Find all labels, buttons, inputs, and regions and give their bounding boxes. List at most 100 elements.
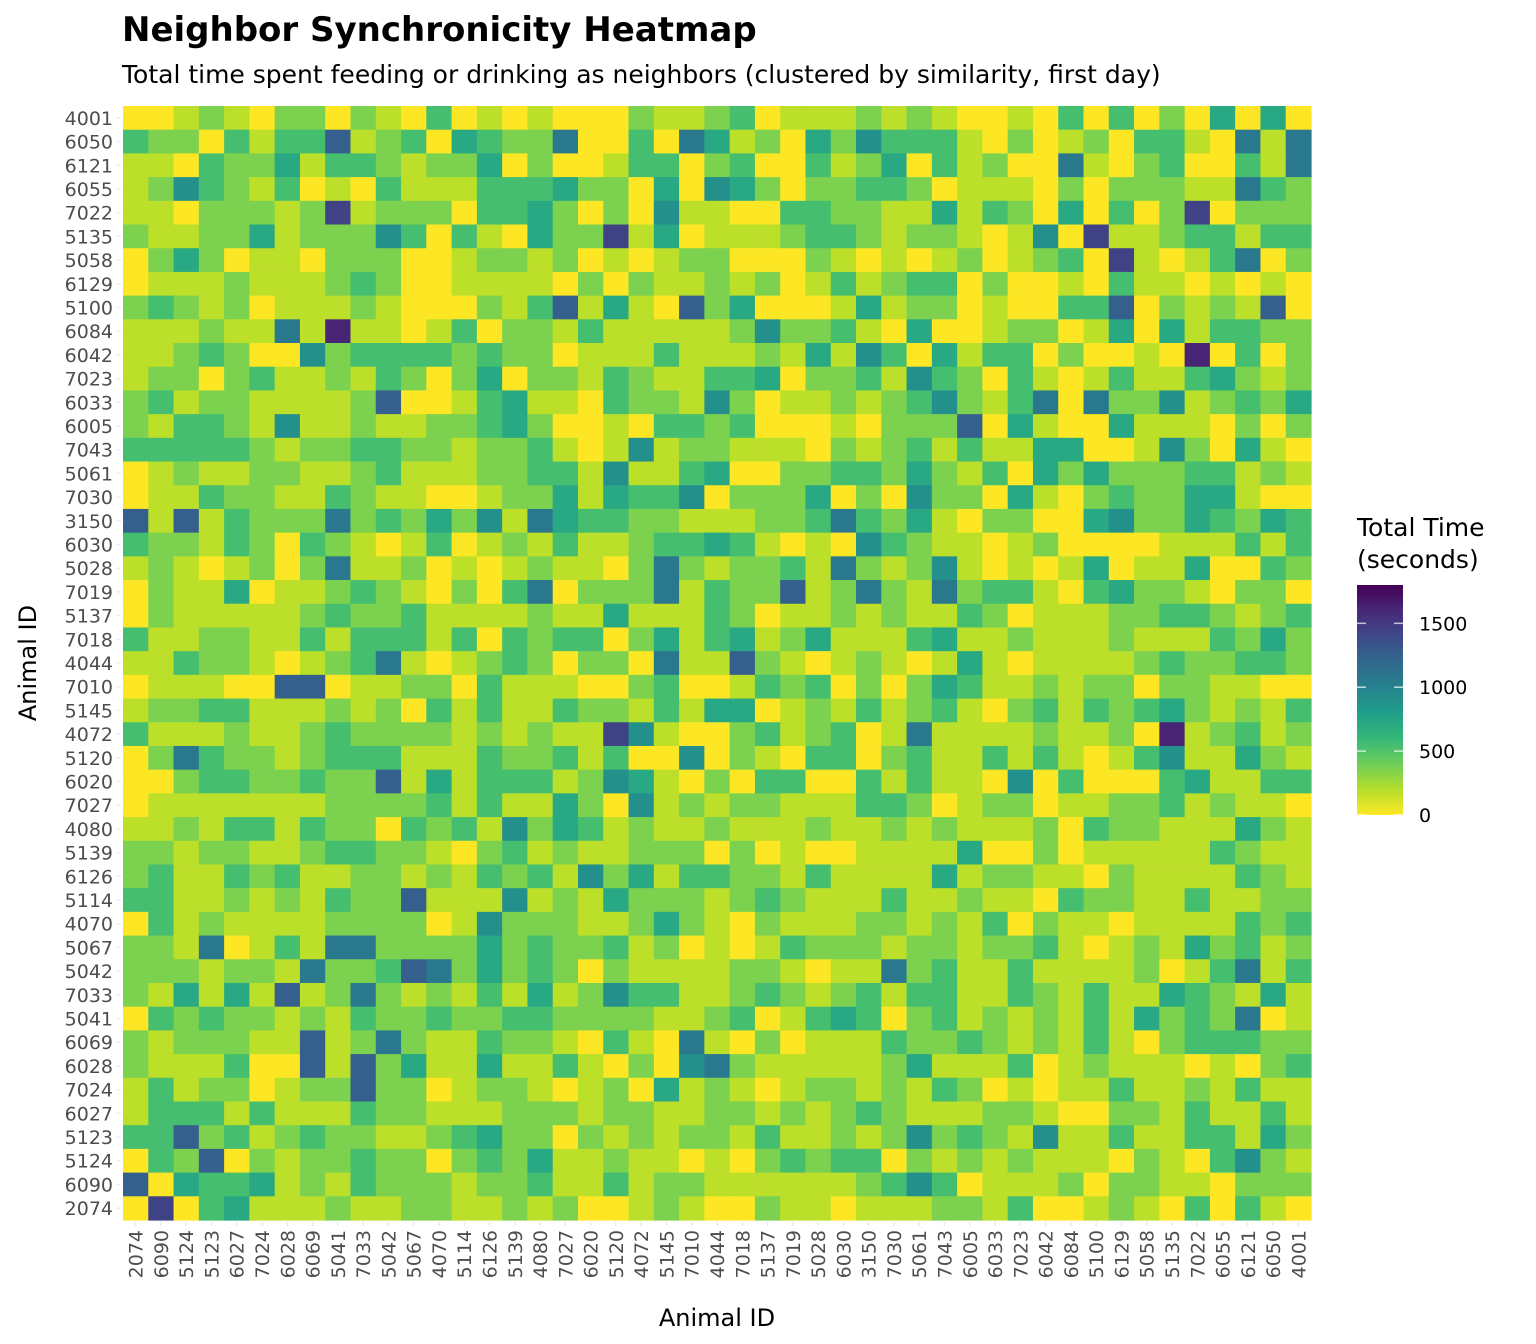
heatmap-cell — [274, 1172, 301, 1197]
heatmap-cell — [299, 1196, 326, 1221]
heatmap-cell — [451, 603, 478, 629]
heatmap-cell — [1260, 935, 1287, 960]
heatmap-cell — [476, 1006, 503, 1031]
heatmap-cell — [123, 200, 149, 226]
heatmap-cell — [401, 532, 427, 557]
heatmap-cell — [350, 627, 377, 652]
heatmap-cell — [325, 793, 352, 818]
heatmap-cell — [906, 1101, 933, 1126]
heatmap-cell — [198, 1125, 225, 1150]
heatmap-cell — [830, 153, 857, 178]
heatmap-cell — [299, 769, 326, 794]
heatmap-cell — [1184, 271, 1211, 297]
heatmap-cell — [123, 935, 149, 960]
heatmap-cell — [754, 580, 781, 605]
heatmap-cell — [931, 177, 958, 202]
heatmap-cell — [224, 911, 250, 937]
heatmap-cell — [931, 840, 958, 866]
heatmap-cell — [881, 224, 908, 249]
heatmap-cell — [401, 745, 427, 771]
heatmap-cell — [1184, 366, 1211, 392]
x-tick-label: 4044 — [707, 1230, 729, 1278]
heatmap-cell — [1184, 911, 1211, 937]
heatmap-cell — [502, 745, 529, 771]
heatmap-cell — [173, 651, 200, 676]
heatmap-cell — [1184, 982, 1211, 1008]
heatmap-cell — [754, 935, 781, 960]
heatmap-cell — [754, 319, 781, 344]
heatmap-cell — [375, 414, 402, 439]
heatmap-cell — [628, 603, 655, 629]
heatmap-cell — [401, 414, 427, 439]
heatmap-cell — [148, 532, 175, 557]
heatmap-cell — [527, 248, 554, 273]
heatmap-cell — [1134, 224, 1160, 249]
heatmap-cell — [1209, 437, 1236, 463]
heatmap-cell — [1285, 248, 1312, 273]
heatmap-cell — [957, 437, 984, 463]
heatmap-cell — [1260, 248, 1287, 273]
heatmap-cell — [1134, 935, 1160, 960]
heatmap-cell — [1007, 319, 1034, 344]
heatmap-cell — [1159, 982, 1186, 1008]
heatmap-cell — [198, 532, 225, 557]
y-tick-label: 6042 — [65, 345, 113, 367]
heatmap-cell — [375, 888, 402, 913]
heatmap-cell — [957, 864, 984, 889]
heatmap-cell — [628, 129, 655, 154]
heatmap-cell — [1134, 295, 1160, 320]
heatmap-cell — [426, 319, 453, 344]
heatmap-cell — [1058, 959, 1085, 984]
heatmap-cell — [476, 674, 503, 700]
heatmap-cell — [224, 437, 250, 463]
heatmap-cell — [350, 319, 377, 344]
heatmap-cell — [957, 271, 984, 297]
heatmap-cell — [931, 674, 958, 700]
heatmap-cell — [123, 864, 149, 889]
heatmap-cell — [325, 390, 352, 415]
heatmap-cell — [1235, 580, 1262, 605]
heatmap-cell — [476, 319, 503, 344]
heatmap-cell — [1235, 271, 1262, 297]
heatmap-cell — [1134, 840, 1160, 866]
heatmap-cell — [729, 129, 756, 154]
heatmap-cell — [299, 532, 326, 557]
heatmap-cell — [957, 556, 984, 581]
heatmap-cell — [1032, 200, 1059, 226]
heatmap-cell — [906, 200, 933, 226]
heatmap-cell — [704, 532, 731, 557]
heatmap-cell — [1083, 437, 1110, 463]
heatmap-cell — [1159, 580, 1186, 605]
heatmap-cell — [325, 248, 352, 273]
heatmap-cell — [1285, 532, 1312, 557]
heatmap-cell — [401, 1077, 427, 1103]
heatmap-cell — [476, 414, 503, 439]
heatmap-cell — [805, 1172, 832, 1197]
heatmap-cell — [1285, 817, 1312, 842]
heatmap-cell — [325, 1148, 352, 1174]
heatmap-cell — [426, 1125, 453, 1150]
heatmap-cell — [198, 224, 225, 249]
heatmap-cell — [299, 864, 326, 889]
heatmap-cell — [1007, 1148, 1034, 1174]
heatmap-cell — [1260, 1172, 1287, 1197]
heatmap-cell — [198, 1030, 225, 1055]
heatmap-cell — [1007, 1101, 1034, 1126]
heatmap-cell — [653, 911, 680, 937]
heatmap-cell — [982, 888, 1009, 913]
heatmap-cell — [325, 745, 352, 771]
heatmap-cell — [704, 1077, 731, 1103]
heatmap-cell — [653, 177, 680, 202]
heatmap-cell — [1235, 224, 1262, 249]
heatmap-cell — [249, 485, 276, 510]
heatmap-cell — [1134, 722, 1160, 747]
heatmap-cell — [1235, 106, 1262, 131]
heatmap-cell — [123, 888, 149, 913]
heatmap-cell — [198, 414, 225, 439]
heatmap-cell — [451, 319, 478, 344]
heatmap-cell — [224, 603, 250, 629]
heatmap-cell — [1032, 366, 1059, 392]
heatmap-cell — [805, 106, 832, 131]
heatmap-cell — [653, 200, 680, 226]
heatmap-cell — [451, 366, 478, 392]
